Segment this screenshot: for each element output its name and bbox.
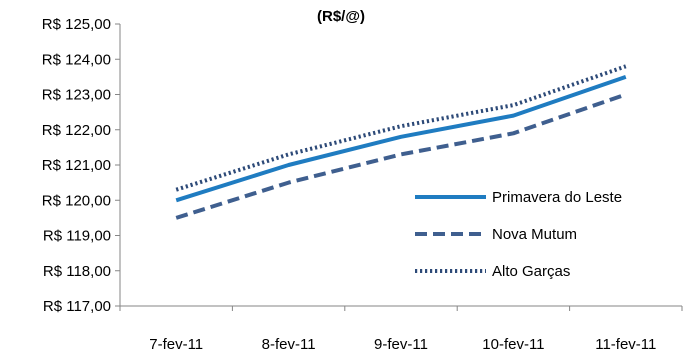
legend-label: Primavera do Leste [492,189,622,206]
x-tick-label: 7-fev-11 [149,336,203,353]
x-tick-label: 9-fev-11 [374,336,428,353]
series-line [175,64,627,192]
x-tick-label: 8-fev-11 [262,336,316,353]
series-line [175,92,627,220]
y-tick-label: R$ 121,00 [42,157,111,174]
y-tick-label: R$ 117,00 [43,298,111,315]
series-line [175,75,627,203]
x-tick-label: 10-fev-11 [482,336,544,353]
y-tick-label: R$ 125,00 [42,16,111,33]
series-lines [175,64,627,220]
y-tick-label: R$ 122,00 [42,122,111,139]
axes: R$ 117,00 R$ 118,00 R$ 119,00 R$ 120,00 R$ 1… [42,16,683,353]
legend: Primavera do Leste Nova Mutum Alto Garças [415,189,622,280]
x-tick-label: 11-fev-11 [595,336,656,353]
chart-title: (R$/@) [317,8,365,25]
legend-label: Nova Mutum [492,226,577,243]
y-tick-label: R$ 124,00 [42,51,111,68]
y-tick-label: R$ 118,00 [43,263,111,280]
y-tick-label: R$ 119,00 [43,228,111,245]
legend-label: Alto Garças [492,263,570,280]
y-tick-label: R$ 120,00 [42,192,111,209]
y-tick-label: R$ 123,00 [42,87,111,104]
